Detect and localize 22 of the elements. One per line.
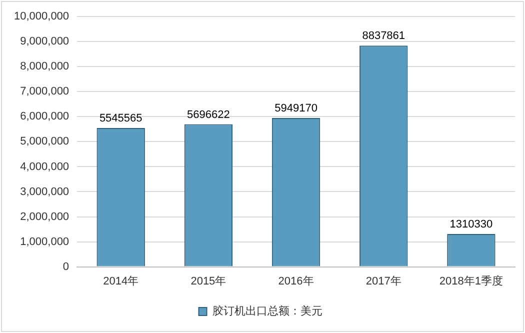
y-tick-label: 5,000,000 <box>20 136 70 148</box>
y-tick-label: 9,000,000 <box>20 36 70 48</box>
y-tick-label: 1,000,000 <box>20 236 70 248</box>
legend-label: 胶订机出口总额：美元 <box>212 304 322 318</box>
x-tick-label: 2015年 <box>190 275 226 288</box>
data-label: 1310330 <box>450 218 493 231</box>
y-tick-label: 0 <box>62 260 70 273</box>
y-tick-label: 2,000,000 <box>20 210 70 223</box>
x-tick-label: 2014年 <box>103 275 139 288</box>
y-tick-label: 8,000,000 <box>20 60 70 73</box>
y-tick-label: 10,000,000 <box>14 10 70 23</box>
y-tick-label: 7,000,000 <box>20 86 70 98</box>
data-label: 5696622 <box>187 108 230 121</box>
y-tick-label: 4,000,000 <box>20 160 70 173</box>
y-tick-label: 3,000,000 <box>20 186 70 198</box>
data-label: 5545565 <box>99 112 142 125</box>
y-tick-label: 6,000,000 <box>20 110 70 123</box>
x-tick-label: 2018年1季度 <box>439 274 503 288</box>
data-label: 8837861 <box>362 30 406 42</box>
data-label: 5949170 <box>274 102 318 114</box>
x-tick-label: 2017年 <box>366 275 402 288</box>
x-tick-label: 2016年 <box>278 275 314 288</box>
